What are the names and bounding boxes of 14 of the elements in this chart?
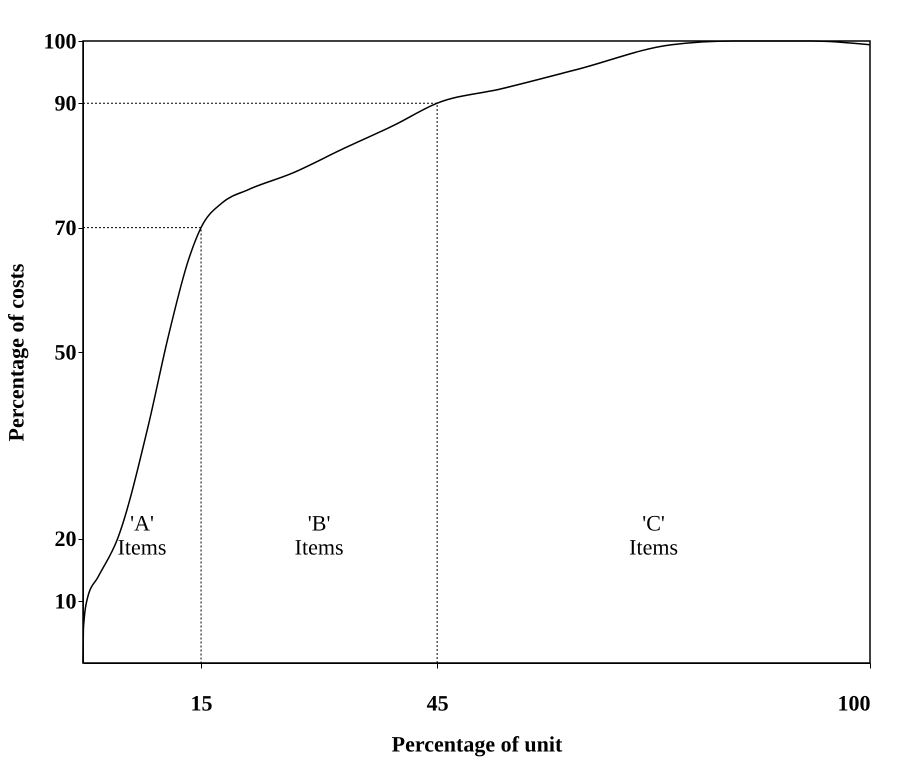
y-axis-title: Percentage of costs [4,263,28,442]
annotation: 'B' Items [294,510,344,560]
y-tick-label: 100 [44,28,76,54]
x-tick-label: 15 [190,690,213,716]
y-tick-label: 50 [54,340,76,364]
x-tick-label: 45 [426,690,449,716]
annotation: 'C' Items [629,510,678,560]
x-axis-title: Percentage of unit [392,732,563,756]
annotation: 'A' Items [118,510,166,560]
x-tick-label: 100 [838,690,870,716]
y-tick-label: 70 [54,215,76,240]
y-tick-label: 10 [54,588,76,614]
y-tick-label: 20 [54,526,76,552]
y-tick-label: 90 [54,90,76,116]
